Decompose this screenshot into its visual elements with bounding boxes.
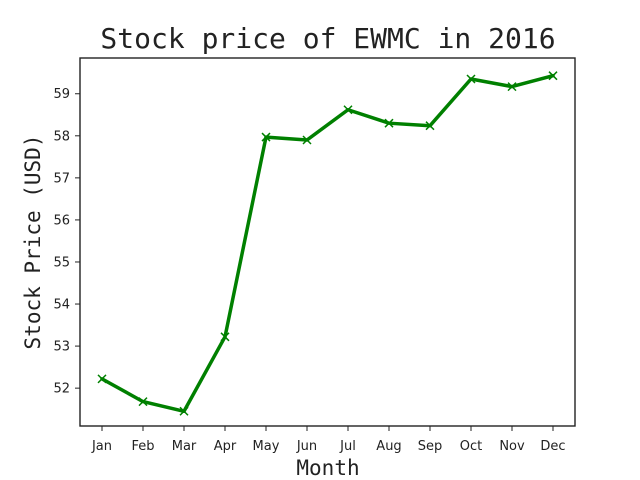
x-tick-label: May — [253, 439, 280, 454]
data-point-marker — [466, 74, 476, 84]
y-tick-label: 52 — [53, 382, 70, 397]
x-tick-label: Mar — [172, 439, 197, 454]
y-tick-label: 58 — [53, 129, 70, 144]
y-tick-label: 53 — [53, 340, 70, 355]
y-tick-label: 57 — [53, 171, 70, 186]
y-tick-label: 56 — [53, 213, 70, 228]
x-tick-label: Nov — [499, 439, 525, 454]
y-tick-label: 54 — [53, 298, 70, 313]
data-point-marker — [179, 406, 189, 416]
x-axis-label: Month — [296, 456, 359, 480]
data-point-marker — [384, 118, 394, 128]
x-tick-label: Dec — [540, 439, 565, 454]
data-point-marker — [425, 121, 435, 131]
series-line — [100, 73, 555, 414]
x-tick-label: Jan — [91, 439, 112, 454]
x-tick-label: Feb — [131, 439, 154, 454]
x-tick-label: Sep — [418, 439, 443, 454]
data-point-marker — [261, 132, 271, 142]
y-axis-label: Stock Price (USD) — [21, 135, 45, 350]
plot-area: 52 53 54 55 56 57 58 59 Jan Feb Mar Apr May Jun Jul Aug… — [53, 71, 566, 454]
chart-title: Stock price of EWMC in 2016 — [100, 22, 555, 55]
data-point-marker — [548, 71, 558, 81]
x-tick-label: Oct — [460, 439, 482, 454]
data-point-marker — [343, 105, 353, 115]
data-point-marker — [138, 397, 148, 407]
x-tick-label: Apr — [214, 439, 237, 454]
y-tick-label: 59 — [53, 87, 70, 102]
x-tick-label: Aug — [376, 439, 401, 454]
x-tick-label: Jun — [296, 439, 317, 454]
plot-frame — [79, 57, 576, 427]
data-point-marker — [302, 135, 312, 145]
data-point-marker — [97, 374, 107, 384]
data-point-marker — [220, 332, 230, 342]
data-point-marker — [507, 82, 517, 92]
y-tick-label: 55 — [53, 255, 70, 270]
x-tick-label: Jul — [339, 439, 356, 454]
